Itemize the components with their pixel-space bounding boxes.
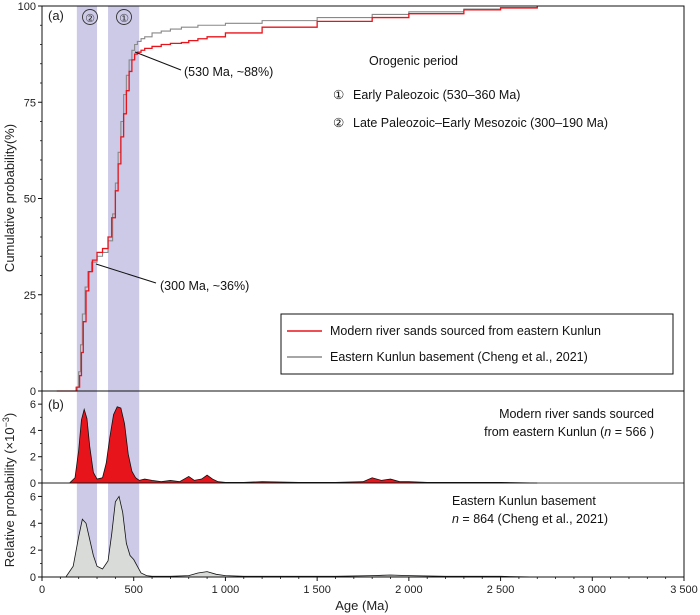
orogenic-band-1: [108, 6, 140, 577]
kde-area-2: [42, 495, 538, 578]
panel-b-plot: [42, 406, 538, 578]
x-tick-label: 0: [39, 584, 45, 596]
x-tick-label: 1 000: [212, 584, 240, 596]
y-tick-label-a: 50: [24, 194, 36, 206]
band-symbol-2: ②: [85, 13, 95, 25]
y-tick-label-a: 75: [24, 97, 36, 109]
orogenic-title: Orogenic period: [369, 54, 458, 68]
band-circle-1: [82, 9, 98, 25]
y-tick-label-b1: 2: [30, 452, 36, 464]
orogenic-period-1-label: Early Paleozoic (530–360 Ma): [353, 88, 520, 102]
y-axis-title-b: Relative probability (×10−3): [1, 413, 17, 567]
x-tick-label: 2 000: [395, 584, 423, 596]
x-tick-label: 500: [125, 584, 143, 596]
y-tick-label-b1: 4: [30, 425, 36, 437]
x-tick-label: 1 500: [303, 584, 331, 596]
legend-box: [280, 313, 674, 375]
sub1-label-line1: Modern river sands sourced: [499, 407, 654, 421]
y-tick-label-a: 0: [30, 386, 36, 398]
plot-frame: [41, 5, 685, 578]
y-tick-label-b2: 6: [30, 491, 36, 503]
x-axis-title: Age (Ma): [335, 598, 388, 613]
y-axis-title-a: Cumulative probability(%): [2, 124, 17, 272]
series-line-river-sands: [56, 6, 538, 392]
band-circle-2: [116, 9, 132, 25]
annotation-leader-300: [95, 263, 157, 284]
y-tick-label-a: 100: [18, 1, 36, 13]
legend-label-red: Modern river sands sourced from eastern …: [330, 324, 601, 338]
kde-area-1: [42, 406, 538, 484]
y-tick-label-a: 25: [24, 290, 36, 302]
annotation-leader-530: [134, 51, 182, 71]
sub2-label-line2: n = 864 (Cheng et al., 2021): [452, 512, 608, 526]
y-tick-label-b1: 6: [30, 399, 36, 411]
panel-b-label: (b): [48, 397, 64, 412]
annotation-300: (300 Ma, ~36%): [160, 279, 249, 293]
legend-label-gray: Eastern Kunlun basement (Cheng et al., 2…: [330, 350, 588, 364]
labels: (a) (b) Cumulative probability(%) Relati…: [1, 8, 674, 613]
annotation-530: (530 Ma, ~88%): [184, 65, 273, 79]
panel-a-label: (a): [48, 8, 64, 23]
x-tick-label: 3 500: [670, 584, 698, 596]
orogenic-period-2-symbol: ②: [333, 116, 344, 130]
orogenic-period-1-symbol: ①: [333, 88, 344, 102]
sub1-label-line2: from eastern Kunlun (n = 566 ): [484, 425, 654, 439]
panel-a-plot: [55, 6, 538, 392]
y-tick-label-b1: 0: [30, 478, 36, 490]
x-tick-label: 3 000: [579, 584, 607, 596]
y-tick-label-b2: 0: [30, 572, 36, 584]
sub2-label-line1: Eastern Kunlun basement: [452, 494, 596, 508]
orogenic-period-2-label: Late Paleozoic–Early Mesozoic (300–190 M…: [353, 116, 608, 130]
band-symbol-1: ①: [119, 13, 129, 25]
y-tick-label-b2: 4: [30, 518, 36, 530]
x-tick-label: 2 500: [487, 584, 515, 596]
y-tick-label-b2: 2: [30, 545, 36, 557]
